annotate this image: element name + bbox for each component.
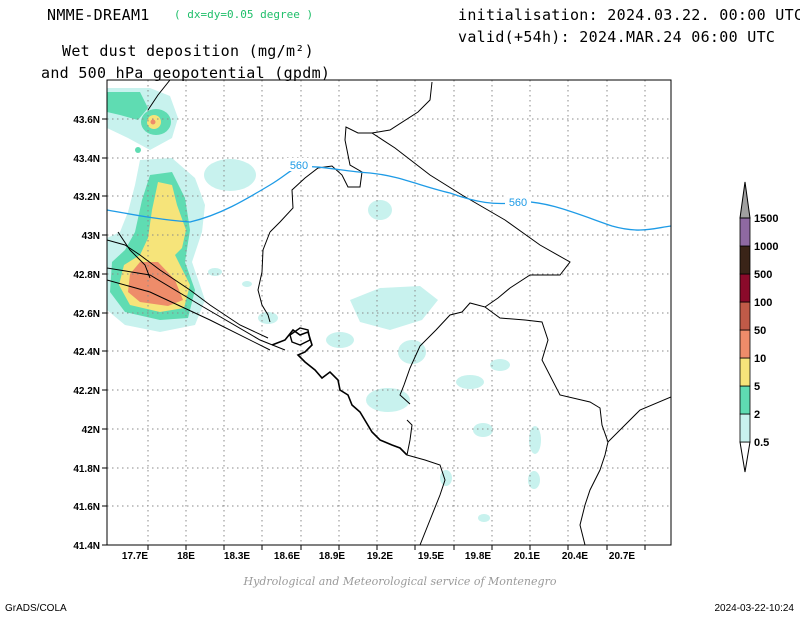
- border-line: [406, 419, 413, 456]
- legend-label: 2: [754, 409, 760, 421]
- legend-label: 1000: [754, 241, 778, 253]
- lon-label: 20.1E: [514, 551, 540, 562]
- geopotential-560-contour: [106, 165, 672, 231]
- software-label: GrADS/COLA: [5, 603, 67, 614]
- lat-label: 42.8N: [73, 270, 100, 281]
- lat-label: 42N: [82, 425, 100, 436]
- credit-text: Hydrological and Meteorological service …: [243, 575, 557, 588]
- lat-label: 43.4N: [73, 154, 100, 165]
- contour-label-bg: [286, 158, 312, 171]
- lat-label: 42.2N: [73, 386, 100, 397]
- dust-deposition-field: [107, 88, 541, 522]
- lat-label: 43.2N: [73, 192, 100, 203]
- model-name: NMME-DREAM1: [47, 6, 150, 24]
- border-line: [484, 306, 671, 443]
- color-legend: 0.5 2 5 10 50 100 500 1000 1500: [739, 181, 778, 473]
- border-line: [257, 231, 271, 323]
- contour-label-bg: [505, 195, 531, 208]
- valid-time: valid(+54h): 2024.MAR.24 06:00 UTC: [458, 28, 776, 46]
- legend-label: 0.5: [754, 437, 769, 449]
- lon-label: 18.3E: [224, 551, 250, 562]
- colorbar-bottom-arrow: [739, 441, 751, 473]
- lat-label: 41.6N: [73, 502, 100, 513]
- initialisation-time: initialisation: 2024.03.22. 00:00 UTC: [458, 6, 800, 24]
- chart-title-line1: Wet dust deposition (mg/m²): [62, 42, 314, 60]
- coastline: [289, 327, 311, 346]
- border-line: [107, 279, 271, 351]
- border-line: [147, 80, 171, 111]
- lat-label: 43.6N: [73, 115, 100, 126]
- border-line: [579, 441, 609, 545]
- colorbar-swatch: [739, 357, 751, 387]
- lat-label: 42.6N: [73, 309, 100, 320]
- lon-label: 19.5E: [418, 551, 444, 562]
- axis-ticks: [102, 118, 646, 550]
- colorbar-swatch: [739, 273, 751, 303]
- dust-level-10: [128, 119, 183, 306]
- colorbar-swatch: [739, 329, 751, 359]
- colorbar-swatch: [739, 385, 751, 415]
- colorbar-swatch: [739, 413, 751, 443]
- lon-label: 19.2E: [367, 551, 393, 562]
- lat-lon-grid: [107, 80, 671, 545]
- resolution-note: ( dx=dy=0.05 degree ): [174, 8, 314, 21]
- lon-label: 18.9E: [319, 551, 345, 562]
- border-line: [117, 231, 151, 279]
- latitude-labels: 43.6N 43.4N 43.2N 43N 42.8N 42.6N 42.4N …: [73, 115, 100, 552]
- colorbar-top-arrow: [739, 181, 751, 219]
- lon-label: 20.4E: [562, 551, 588, 562]
- render-timestamp: 2024-03-22-10:24: [714, 603, 794, 614]
- colorbar-swatch: [739, 301, 751, 331]
- border-line: [269, 81, 433, 233]
- border-line: [406, 454, 446, 545]
- colorbar-swatch: [739, 217, 751, 247]
- chart-title-line2: and 500 hPa geopotential (gpdm): [41, 64, 331, 82]
- lon-label: 20.7E: [609, 551, 635, 562]
- legend-label: 100: [754, 297, 772, 309]
- border-line: [371, 132, 571, 405]
- legend-label: 500: [754, 269, 772, 281]
- lat-label: 43N: [82, 231, 100, 242]
- lon-label: 17.7E: [122, 551, 148, 562]
- lat-label: 41.4N: [73, 541, 100, 552]
- legend-label: 50: [754, 325, 766, 337]
- legend-label: 10: [754, 353, 766, 365]
- coastline: [271, 328, 408, 456]
- longitude-labels: 17.7E 18E 18.3E 18.6E 18.9E 19.2E 19.5E …: [122, 551, 635, 562]
- lat-label: 41.8N: [73, 464, 100, 475]
- legend-label: 1500: [754, 213, 778, 225]
- legend-label: 5: [754, 381, 760, 393]
- colorbar-swatch: [739, 245, 751, 275]
- contour-label: 560: [509, 197, 527, 209]
- lon-label: 18.6E: [274, 551, 300, 562]
- contour-label: 560: [290, 160, 308, 172]
- lon-label: 19.8E: [465, 551, 491, 562]
- lon-label: 18E: [177, 551, 195, 562]
- lat-label: 42.4N: [73, 347, 100, 358]
- political-borders: [107, 80, 671, 545]
- border-line: [107, 267, 286, 351]
